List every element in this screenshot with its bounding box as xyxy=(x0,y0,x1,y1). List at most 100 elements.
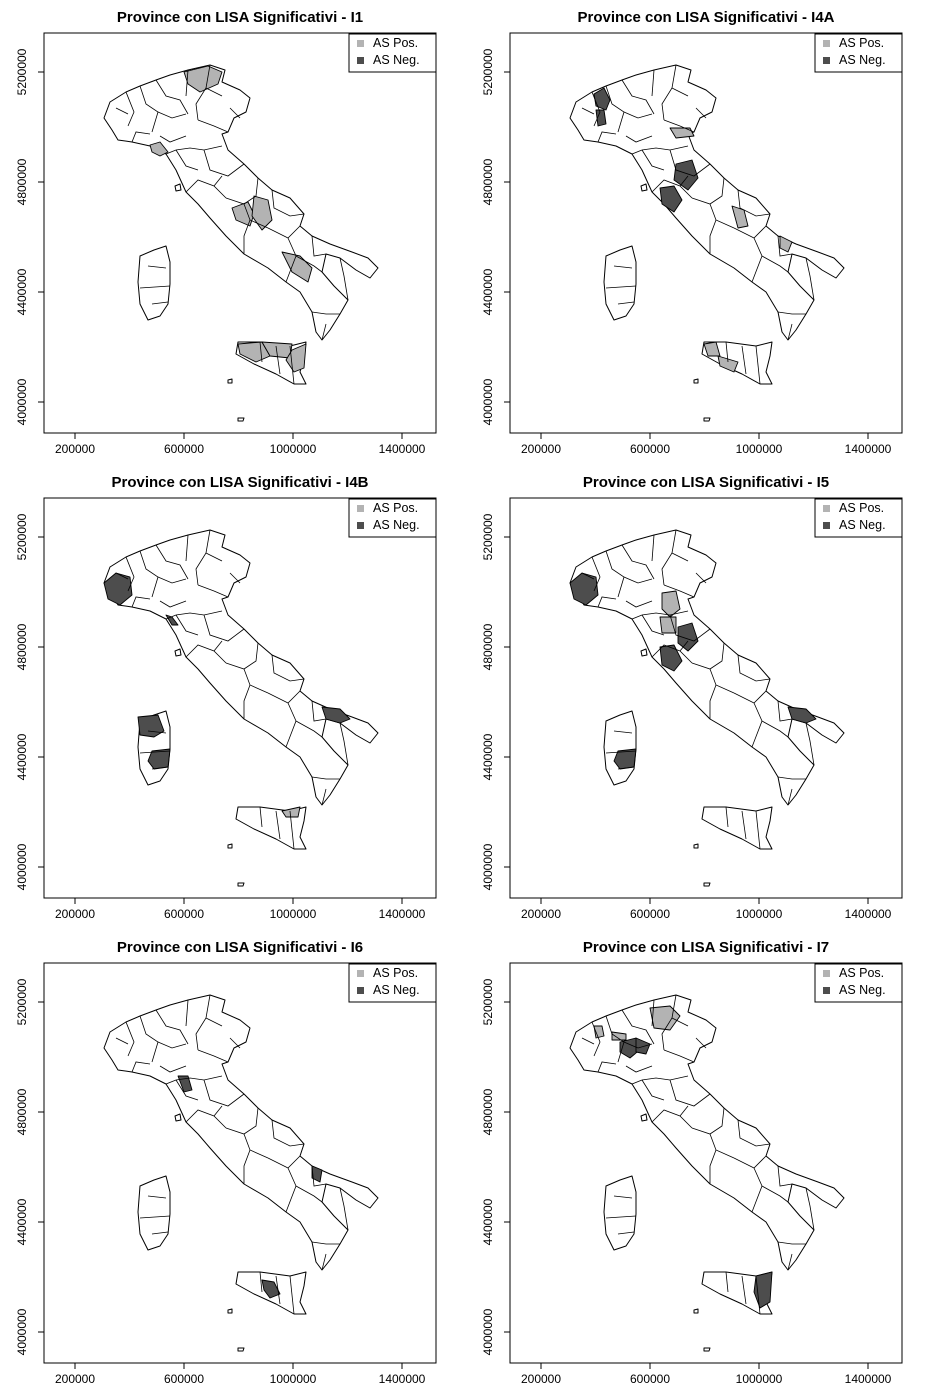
province-pos-1 xyxy=(183,65,223,93)
panel-title: Province con LISA Significativi - I4A xyxy=(578,9,835,26)
legend-label-neg: AS Neg. xyxy=(373,983,420,997)
land-elba xyxy=(640,648,648,657)
land-islet1 xyxy=(227,1308,233,1314)
x-tick-label: 200000 xyxy=(55,907,95,921)
province-neg-1 xyxy=(177,1075,193,1093)
y-tick-label: 4400000 xyxy=(15,1198,29,1245)
y-tick-label: 4000000 xyxy=(15,843,29,890)
province-borders xyxy=(581,64,815,385)
legend-swatch-pos xyxy=(357,970,364,977)
legend-swatch-neg xyxy=(823,57,830,64)
province-borders xyxy=(115,529,349,850)
province-pos-8 xyxy=(703,341,721,357)
land-elba xyxy=(174,648,182,657)
legend: AS Pos. AS Neg. xyxy=(348,498,437,538)
y-tick-label: 4400000 xyxy=(15,733,29,780)
y-tick-label: 4800000 xyxy=(481,158,495,205)
y-tick-label: 4000000 xyxy=(481,843,495,890)
legend: AS Pos. AS Neg. xyxy=(348,963,437,1003)
map-svg: Province con LISA Significativi - I4A 200… xyxy=(481,9,903,456)
map-svg: Province con LISA Significativi - I5 2000… xyxy=(481,474,903,921)
province-pos-6 xyxy=(661,590,681,618)
land-islet2 xyxy=(237,417,245,422)
legend-swatch-pos xyxy=(357,505,364,512)
y-tick-label: 5200000 xyxy=(15,978,29,1025)
province-pos-7 xyxy=(779,235,793,253)
y-tick-label: 4800000 xyxy=(15,623,29,670)
y-tick-label: 4400000 xyxy=(481,268,495,315)
province-neg-3 xyxy=(677,622,699,652)
legend-label-pos: AS Pos. xyxy=(839,501,884,515)
province-neg-3 xyxy=(673,159,699,191)
panel-title: Province con LISA Significativi - I7 xyxy=(583,939,829,956)
y-tick-label: 5200000 xyxy=(15,513,29,560)
legend-label-neg: AS Neg. xyxy=(839,53,886,67)
land-sardinia xyxy=(603,1175,637,1251)
province-pos-4 xyxy=(251,195,273,231)
x-tick-label: 200000 xyxy=(521,442,561,456)
x-tick-label: 1400000 xyxy=(845,907,892,921)
province-neg-4 xyxy=(659,185,683,213)
plot-frame xyxy=(43,32,437,434)
province-pos-5 xyxy=(281,251,313,283)
y-tick-label: 5200000 xyxy=(15,48,29,95)
x-tick-label: 1000000 xyxy=(736,1372,783,1386)
plot-frame xyxy=(43,962,437,1364)
italy-map xyxy=(569,64,845,422)
y-tick-label: 5200000 xyxy=(481,978,495,1025)
panel-title: Province con LISA Significativi - I5 xyxy=(583,474,829,491)
land-sicily xyxy=(701,1271,773,1315)
land-elba xyxy=(174,1113,182,1122)
land-islet2 xyxy=(703,882,711,887)
legend-label-neg: AS Neg. xyxy=(839,983,886,997)
map-panel-5: Province con LISA Significativi - I6 2000… xyxy=(0,930,466,1395)
province-borders xyxy=(115,64,349,385)
legend-swatch-neg xyxy=(357,987,364,994)
land-islet1 xyxy=(693,843,699,849)
panel-title: Province con LISA Significativi - I6 xyxy=(117,939,363,956)
panel-title: Province con LISA Significativi - I4B xyxy=(112,474,369,491)
legend-label-neg: AS Neg. xyxy=(373,53,420,67)
province-pos-7 xyxy=(659,616,677,634)
province-pos-9 xyxy=(717,355,739,373)
plot-frame xyxy=(509,32,903,434)
province-pos-6 xyxy=(237,341,271,363)
y-tick-label: 4800000 xyxy=(481,1088,495,1135)
map-panel-3: Province con LISA Significativi - I4B 200… xyxy=(0,465,466,930)
y-tick-label: 4400000 xyxy=(481,733,495,780)
x-tick-label: 600000 xyxy=(164,1372,204,1386)
legend: AS Pos. AS Neg. xyxy=(348,33,437,73)
province-pos-3 xyxy=(611,1031,627,1041)
panel-title: Province con LISA Significativi - I1 xyxy=(117,9,363,26)
x-tick-label: 600000 xyxy=(164,907,204,921)
province-neg-1 xyxy=(593,87,611,111)
land-sardinia xyxy=(603,245,637,321)
legend-swatch-neg xyxy=(823,522,830,529)
province-neg-2 xyxy=(311,1165,323,1183)
legend-swatch-neg xyxy=(357,522,364,529)
y-tick-label: 4000000 xyxy=(15,378,29,425)
land-islet2 xyxy=(703,1347,711,1352)
legend: AS Pos. AS Neg. xyxy=(814,33,903,73)
x-tick-label: 1000000 xyxy=(270,907,317,921)
x-tick-label: 600000 xyxy=(630,1372,670,1386)
y-tick-label: 4800000 xyxy=(481,623,495,670)
italy-map xyxy=(103,994,379,1352)
italy-map xyxy=(569,994,845,1352)
land-elba xyxy=(174,183,182,192)
map-panel-4: Province con LISA Significativi - I5 2000… xyxy=(466,465,932,930)
map-svg: Province con LISA Significativi - I6 2000… xyxy=(15,939,437,1386)
y-tick-label: 4400000 xyxy=(15,268,29,315)
land-elba xyxy=(640,1113,648,1122)
land-sardinia xyxy=(137,245,171,321)
legend: AS Pos. AS Neg. xyxy=(814,963,903,1003)
legend-label-pos: AS Pos. xyxy=(839,36,884,50)
italy-map xyxy=(103,64,379,422)
x-tick-label: 600000 xyxy=(164,442,204,456)
map-panel-1: Province con LISA Significativi - I1 2000… xyxy=(0,0,466,465)
map-svg: Province con LISA Significativi - I7 2000… xyxy=(481,939,903,1386)
province-neg-2 xyxy=(659,644,683,672)
province-pos-2 xyxy=(593,1025,605,1039)
legend: AS Pos. AS Neg. xyxy=(814,498,903,538)
